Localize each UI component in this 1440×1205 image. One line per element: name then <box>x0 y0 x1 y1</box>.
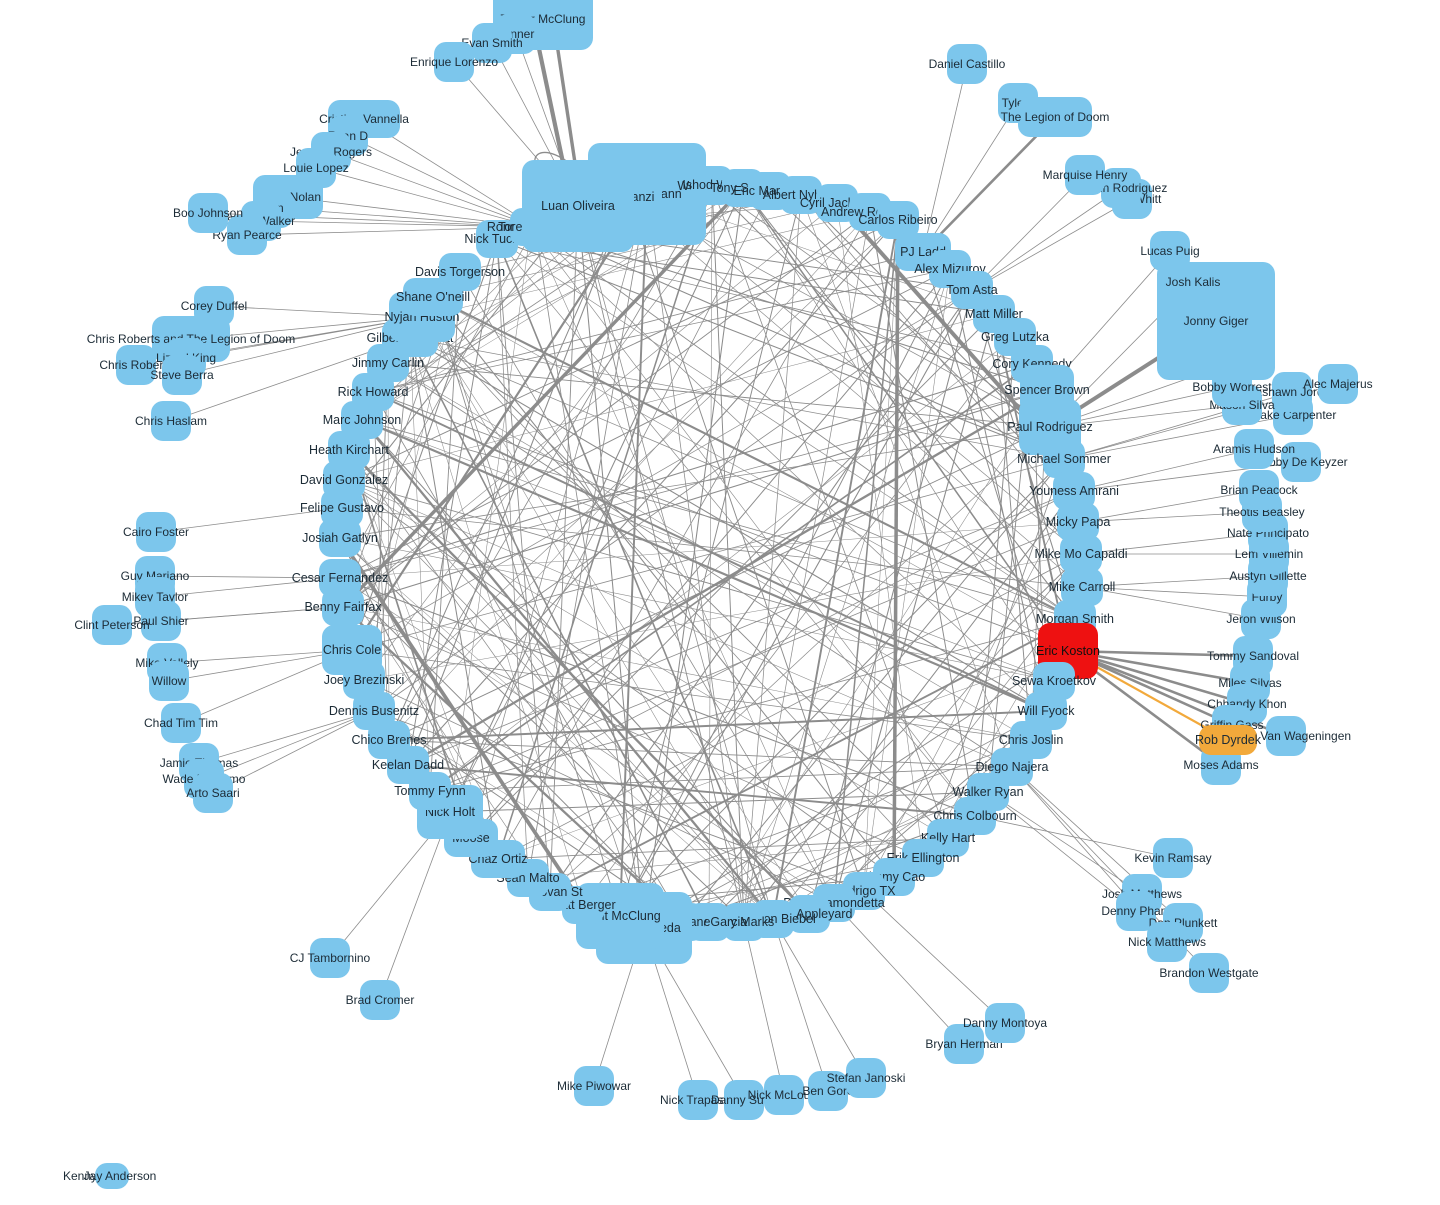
svg-text:Tom Asta: Tom Asta <box>946 283 997 297</box>
svg-text:David Gonzalez: David Gonzalez <box>300 473 388 487</box>
svg-text:Michael Sommer: Michael Sommer <box>1017 452 1111 466</box>
svg-text:Alec Majerus: Alec Majerus <box>1303 377 1372 391</box>
svg-text:Chris Joslin: Chris Joslin <box>999 733 1064 747</box>
svg-text:Mike Piwowar: Mike Piwowar <box>557 1079 631 1093</box>
svg-text:Davis Torgerson: Davis Torgerson <box>415 265 505 279</box>
svg-text:Danny Montoya: Danny Montoya <box>963 1016 1047 1030</box>
svg-text:Paul Rodriguez: Paul Rodriguez <box>1007 420 1092 434</box>
svg-text:The Legion of Doom: The Legion of Doom <box>1001 110 1110 124</box>
svg-text:Eric Koston: Eric Koston <box>1036 644 1100 658</box>
svg-text:Steve Berra: Steve Berra <box>150 368 214 382</box>
svg-text:Chad Tim Tim: Chad Tim Tim <box>144 716 218 730</box>
svg-text:Jimmy Carlin: Jimmy Carlin <box>352 356 424 370</box>
svg-text:Cairo Foster: Cairo Foster <box>123 525 189 539</box>
svg-text:Corey Duffel: Corey Duffel <box>181 299 247 313</box>
svg-text:Walker Ryan: Walker Ryan <box>952 785 1023 799</box>
svg-text:Jonny Giger: Jonny Giger <box>1184 314 1249 328</box>
svg-text:Chris Haslam: Chris Haslam <box>135 414 207 428</box>
svg-text:CJ Tambornino: CJ Tambornino <box>290 951 371 965</box>
svg-text:Rick Howard: Rick Howard <box>338 385 409 399</box>
svg-text:Brian Peacock: Brian Peacock <box>1220 483 1298 497</box>
svg-text:Youness Amrani: Youness Amrani <box>1029 484 1119 498</box>
svg-text:Louie Lopez: Louie Lopez <box>283 161 348 175</box>
svg-text:Cesar Fernandez: Cesar Fernandez <box>292 571 389 585</box>
svg-text:Tommy Fynn: Tommy Fynn <box>394 784 466 798</box>
svg-text:Kevin Ramsay: Kevin Ramsay <box>1134 851 1211 865</box>
svg-text:Enrique Lorenzo: Enrique Lorenzo <box>410 55 498 69</box>
svg-text:Carlos Ribeiro: Carlos Ribeiro <box>858 213 937 227</box>
svg-text:Mike Carroll: Mike Carroll <box>1049 580 1116 594</box>
svg-text:Aramis Hudson: Aramis Hudson <box>1213 442 1295 456</box>
svg-text:Brandon Westgate: Brandon Westgate <box>1159 966 1259 980</box>
svg-text:Lucas Puig: Lucas Puig <box>1140 244 1199 258</box>
svg-text:Dennis Busenitz: Dennis Busenitz <box>329 704 419 718</box>
svg-text:Heath Kirchart: Heath Kirchart <box>309 443 389 457</box>
svg-text:Sewa Kroetkov: Sewa Kroetkov <box>1012 674 1097 688</box>
svg-text:Chris Cole: Chris Cole <box>323 643 381 657</box>
svg-text:Willow: Willow <box>152 674 187 688</box>
svg-text:Jay Anderson: Jay Anderson <box>84 1169 157 1183</box>
svg-text:Daniel Castillo: Daniel Castillo <box>929 57 1006 71</box>
svg-text:Shane O'neill: Shane O'neill <box>396 290 470 304</box>
svg-text:Greg Lutzka: Greg Lutzka <box>981 330 1049 344</box>
svg-text:Rob Dyrdek: Rob Dyrdek <box>1195 733 1262 747</box>
svg-text:Benny Fairfax: Benny Fairfax <box>304 600 382 614</box>
svg-text:Tommy Sandoval: Tommy Sandoval <box>1207 649 1299 663</box>
svg-text:Joey Brezinski: Joey Brezinski <box>324 673 405 687</box>
svg-text:Moses Adams: Moses Adams <box>1183 758 1258 772</box>
svg-text:Chico Brenes: Chico Brenes <box>351 733 426 747</box>
svg-text:Stefan Janoski: Stefan Janoski <box>827 1071 906 1085</box>
svg-text:Josh Kalis: Josh Kalis <box>1166 275 1221 289</box>
svg-text:Brad Cromer: Brad Cromer <box>346 993 415 1007</box>
svg-text:Clint Peterson: Clint Peterson <box>74 618 149 632</box>
svg-text:Arto Saari: Arto Saari <box>186 786 239 800</box>
svg-text:Luan Oliveira: Luan Oliveira <box>541 199 615 213</box>
svg-text:Marc Johnson: Marc Johnson <box>323 413 402 427</box>
svg-text:Mike Mo Capaldi: Mike Mo Capaldi <box>1034 547 1127 561</box>
svg-text:Boo Johnson: Boo Johnson <box>173 206 243 220</box>
svg-text:Keelan Dadd: Keelan Dadd <box>372 758 444 772</box>
svg-text:Felipe Gustavo: Felipe Gustavo <box>300 501 384 515</box>
svg-text:Josiah Gatlyn: Josiah Gatlyn <box>302 531 378 545</box>
svg-text:Spencer Brown: Spencer Brown <box>1004 383 1090 397</box>
svg-text:Will Fyock: Will Fyock <box>1018 704 1076 718</box>
svg-text:Diego Najera: Diego Najera <box>976 760 1049 774</box>
svg-text:Micky Papa: Micky Papa <box>1046 515 1111 529</box>
svg-text:Marquise Henry: Marquise Henry <box>1043 168 1128 182</box>
svg-text:Nick Matthews: Nick Matthews <box>1128 935 1206 949</box>
